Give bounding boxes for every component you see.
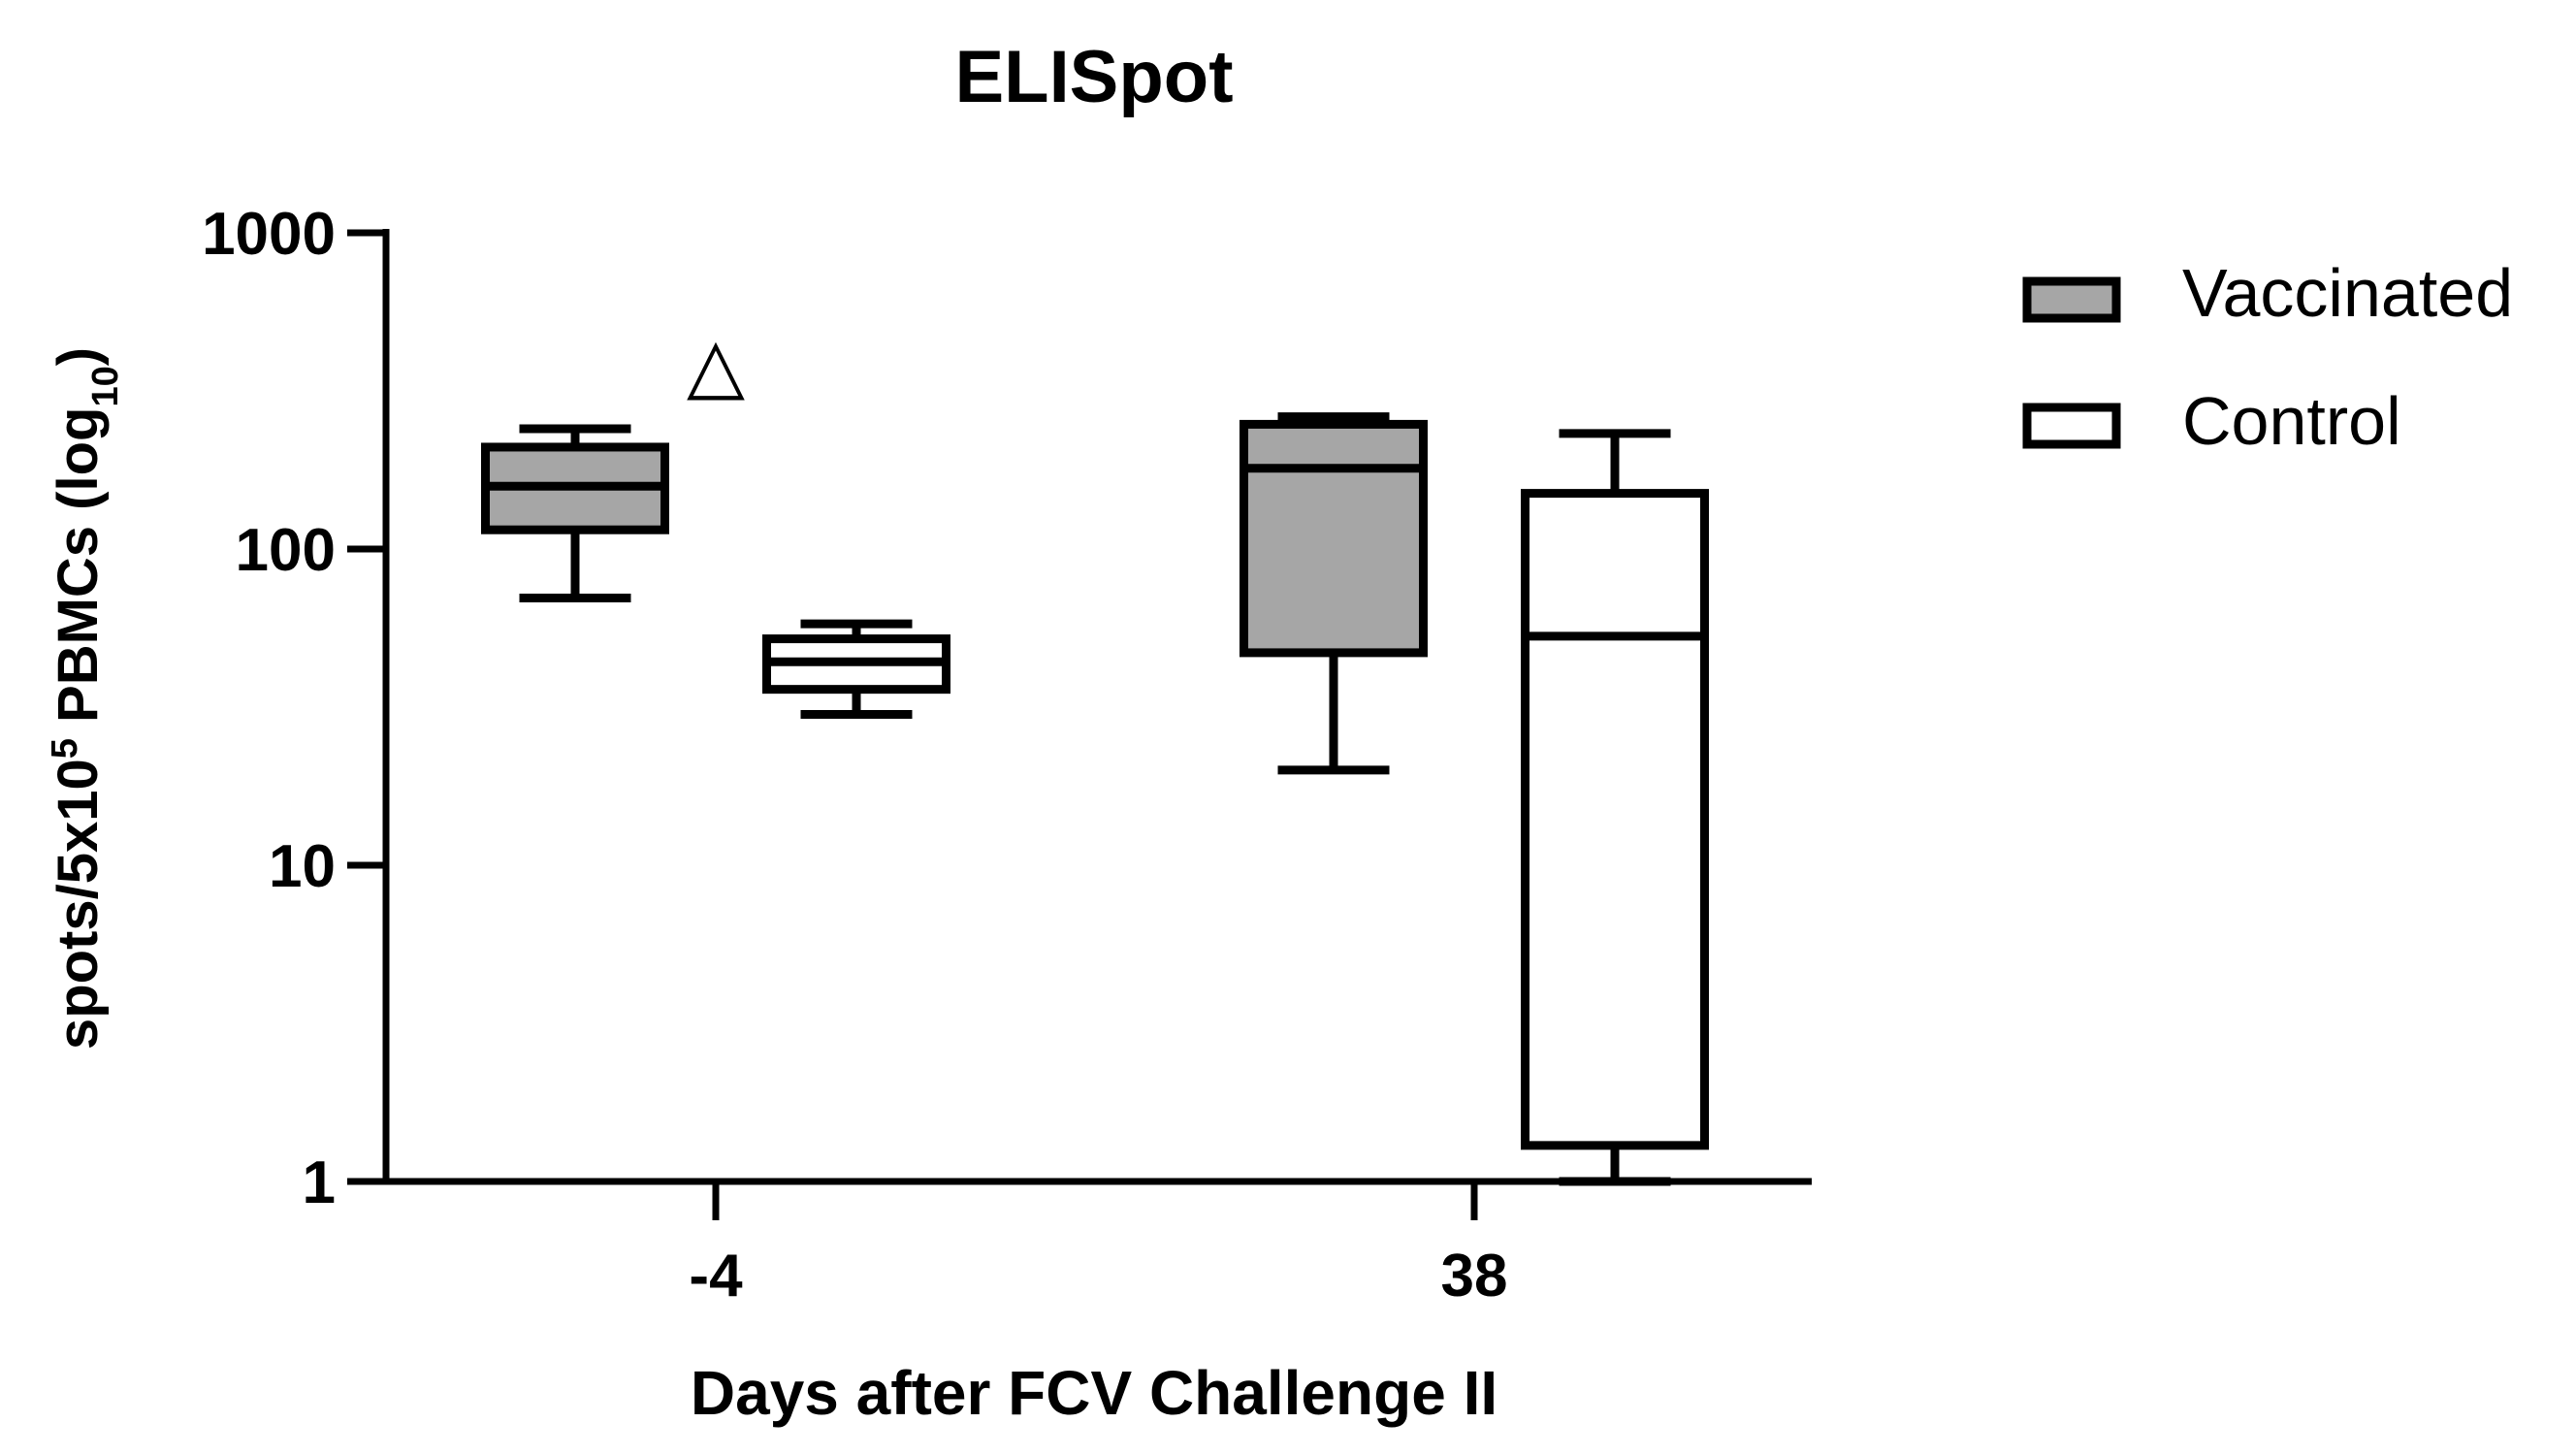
x-axis-label: Days after FCV Challenge II <box>691 1358 1497 1428</box>
y-axis-label-end: ) <box>47 347 110 366</box>
x-axis-ticks: -4 38 <box>689 1181 1507 1310</box>
y-tick-label-1: 10 <box>269 833 336 900</box>
legend: Vaccinated Control <box>2022 255 2513 459</box>
x-tick-label-1: 38 <box>1441 1243 1508 1310</box>
y-tick-label-2: 100 <box>236 517 336 584</box>
legend-label-control: Control <box>2182 383 2401 459</box>
box-plot-marks <box>481 412 1709 1186</box>
box-vaccinated-1 <box>1240 412 1428 775</box>
annotation-triangle-0: △ <box>687 322 745 407</box>
y-tick-label-0: 1 <box>303 1149 336 1216</box>
x-tick-label-0: -4 <box>689 1243 743 1310</box>
box-control-0 <box>762 619 950 719</box>
y-axis-ticks: 1 10 100 1000 <box>202 201 386 1216</box>
y-axis-label-sup: 5 <box>45 738 85 759</box>
legend-item-control: Control <box>2022 383 2401 459</box>
box-iqr <box>1240 419 1428 658</box>
box-iqr <box>1521 489 1709 1150</box>
chart-title: ELISpot <box>954 36 1233 118</box>
y-axis-label: spots/5x105 PBMCs (log10) <box>45 347 126 1050</box>
y-axis-label-mid: PBMCs (log <box>47 407 110 739</box>
y-axis-label-main: spots/5x10 <box>47 759 110 1050</box>
box-vaccinated-0 <box>481 424 669 602</box>
legend-swatch-control <box>2022 403 2121 449</box>
y-tick-label-3: 1000 <box>202 201 336 268</box>
legend-item-vaccinated: Vaccinated <box>2022 255 2513 331</box>
legend-swatch-vaccinated <box>2022 276 2121 323</box>
legend-label-vaccinated: Vaccinated <box>2182 255 2513 331</box>
box-control-1 <box>1521 429 1709 1186</box>
chart-annotations: △ <box>687 322 745 407</box>
y-axis-label-sub: 10 <box>85 366 126 406</box>
